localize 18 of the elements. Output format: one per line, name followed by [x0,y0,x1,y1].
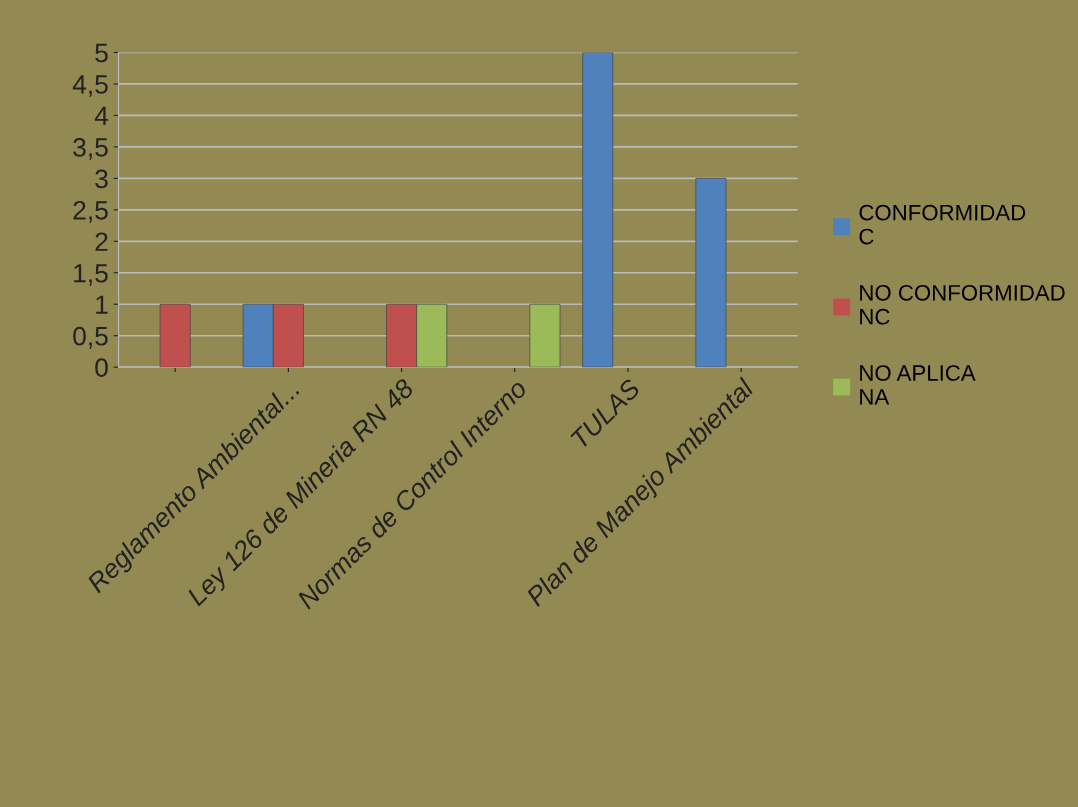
y-tick-label: 4,5 [72,75,108,97]
bar [695,178,727,368]
y-tick-label: 3,5 [73,138,108,160]
legend-label: CONFORMIDAD C [859,204,1026,245]
y-tick-label: 0 [95,358,108,378]
y-tick-label: 3 [95,169,108,189]
y-tick-label: 1,5 [74,264,108,286]
y-tick-label: 4 [94,106,109,125]
legend-label: NO APLICA NA [860,365,976,405]
legend-label: NO CONFORMIDAD NC [860,284,1065,325]
y-tick-label: 5 [95,43,108,63]
y-tick-label: 2,5 [73,200,108,223]
y-tick-label: 0,5 [73,326,108,349]
bar [582,52,614,368]
y-tick-label: 2 [95,232,108,251]
bar [529,303,561,368]
bar [159,303,191,368]
y-tick-label: 1 [96,295,108,314]
